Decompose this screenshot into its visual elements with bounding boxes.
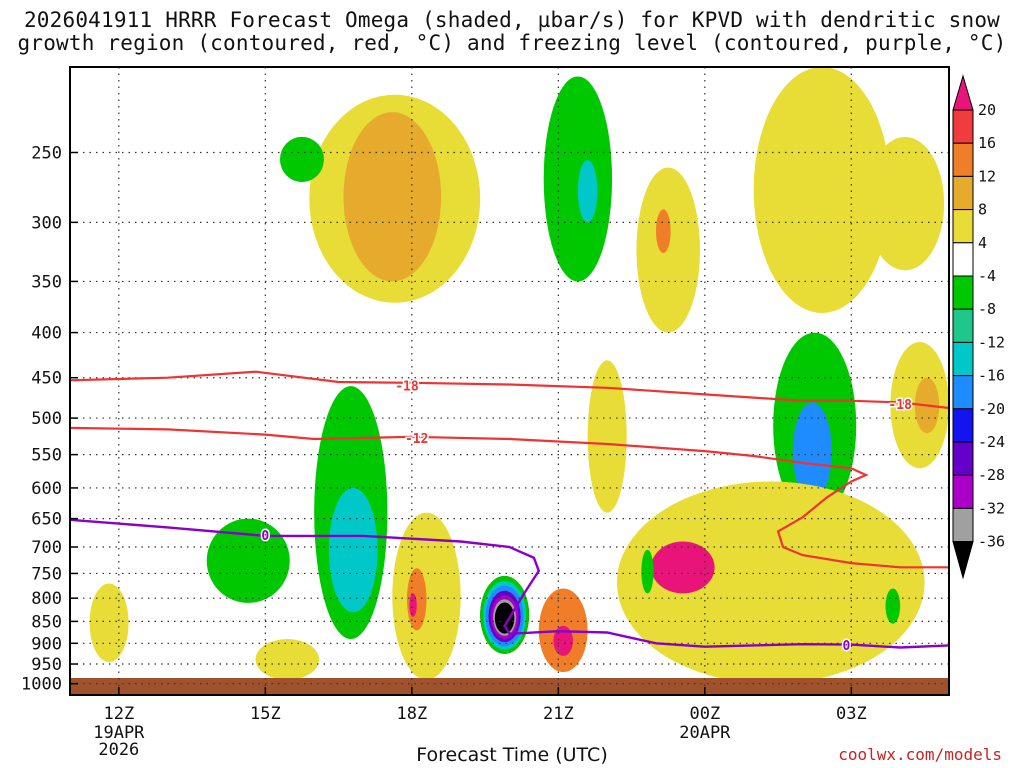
y-tick-label: 700 — [31, 538, 62, 558]
ground-surface — [70, 678, 949, 695]
x-tick-label: 18Z — [396, 704, 427, 724]
y-tick-label: 950 — [31, 655, 62, 675]
omega-core-ring-6 — [494, 602, 515, 634]
contour-label: -18 — [395, 379, 419, 394]
colorbar-label: 20 — [978, 101, 996, 119]
dgz-minus12-contour — [70, 426, 949, 569]
colorbar-label: 12 — [978, 167, 996, 185]
shade-yellow-low-3 — [255, 639, 320, 680]
colorbar-swatch — [952, 507, 974, 543]
shade-cyan-upper — [577, 160, 598, 223]
contour-label: -12 — [405, 432, 428, 447]
shade-yellow-upper-3 — [753, 67, 891, 313]
colorbar-swatch — [952, 375, 974, 410]
colorbar-swatch — [952, 175, 974, 211]
shade-magenta-low-1 — [409, 593, 417, 617]
colorbar-swatch — [952, 408, 974, 443]
y-tick-label: 350 — [31, 272, 62, 292]
x-tick-label: 15Z — [250, 704, 281, 724]
x-tick-date-label: 2026 — [98, 740, 139, 760]
chart-title-line-1: 2026041911 HRRR Forecast Omega (shaded, … — [23, 8, 1001, 32]
colorbar-swatch — [952, 474, 974, 509]
colorbar-swatch — [952, 275, 974, 310]
x-axis-label: Forecast Time (UTC) — [416, 744, 608, 766]
shade-yellow-low-2 — [89, 583, 129, 662]
y-tick-label: 800 — [31, 589, 62, 609]
colorbar-label: -12 — [978, 333, 1005, 351]
colorbar-swatch — [952, 109, 974, 144]
y-tick-label: 500 — [31, 409, 62, 429]
dgz-minus18-contour — [70, 370, 949, 410]
colorbar-swatch — [952, 341, 974, 377]
contour-label: 0 — [261, 529, 269, 544]
colorbar-label: 8 — [978, 201, 987, 219]
colorbar-label: 4 — [978, 234, 987, 252]
shade-green-low-2 — [885, 588, 901, 624]
y-tick-label: 1000 — [21, 675, 62, 695]
shade-cyan-mid-1 — [328, 487, 378, 613]
colorbar-label: 16 — [978, 134, 996, 152]
colorbar-label: -24 — [978, 433, 1005, 451]
shade-green-low-1 — [641, 549, 654, 594]
credit-link[interactable]: coolwx.com/models — [838, 745, 1002, 764]
colorbar-label: -32 — [978, 499, 1005, 517]
x-tick-label: 21Z — [543, 704, 574, 724]
shade-blue-mid — [792, 402, 832, 501]
colorbar-swatch — [952, 142, 974, 177]
y-tick-label: 650 — [31, 510, 62, 530]
y-tick-label: 300 — [31, 213, 62, 233]
contour-label: 0 — [843, 639, 851, 654]
shade-yellow-upper-2 — [636, 167, 700, 333]
shade-green-upper-2 — [543, 76, 613, 282]
shade-magenta-low-3 — [651, 541, 715, 594]
shade-yellow-upper-4 — [865, 136, 945, 271]
colorbar-label: -28 — [978, 466, 1005, 484]
y-tick-label: 900 — [31, 634, 62, 654]
y-tick-label: 600 — [31, 479, 62, 499]
contour-label: -18 — [888, 398, 912, 413]
colorbar-label: -16 — [978, 367, 1005, 385]
shade-yellow-mid-1 — [587, 360, 627, 513]
y-tick-label: 850 — [31, 612, 62, 632]
shade-green-mid-2 — [206, 518, 290, 603]
x-tick-label: 00Z — [689, 704, 720, 724]
freezing-level-contour — [70, 518, 949, 649]
x-tick-date-label: 20APR — [679, 723, 731, 743]
colorbar-swatch — [952, 441, 974, 476]
y-tick-label: 400 — [31, 324, 62, 344]
colorbar-swatch — [952, 209, 974, 244]
shade-green-upper-1 — [279, 136, 324, 182]
x-tick-label: 12Z — [103, 704, 134, 724]
plot-frame — [69, 66, 950, 696]
y-tick-label: 750 — [31, 564, 62, 584]
colorbar-swatch — [952, 242, 974, 277]
colorbar-label: -36 — [978, 533, 1005, 551]
shade-orange-upper-1 — [343, 112, 442, 282]
colorbar-label: -8 — [978, 300, 996, 318]
y-tick-label: 550 — [31, 446, 62, 466]
chart-title-line-2: growth region (contoured, red, °C) and f… — [17, 31, 1007, 55]
colorbar-label: -20 — [978, 400, 1005, 418]
colorbar-swatch — [952, 308, 974, 343]
shade-yellow-low-1 — [392, 512, 461, 680]
colorbar-arrow-top — [952, 74, 974, 111]
shade-yellow-low-broad — [616, 481, 925, 684]
shade-red-upper — [656, 209, 671, 254]
y-tick-label: 450 — [31, 369, 62, 389]
colorbar-arrow-bottom — [952, 541, 974, 580]
x-tick-label: 03Z — [836, 704, 867, 724]
y-tick-label: 250 — [31, 143, 62, 163]
x-tick-date-label: 19APR — [93, 723, 145, 743]
colorbar-label: -4 — [978, 267, 996, 285]
